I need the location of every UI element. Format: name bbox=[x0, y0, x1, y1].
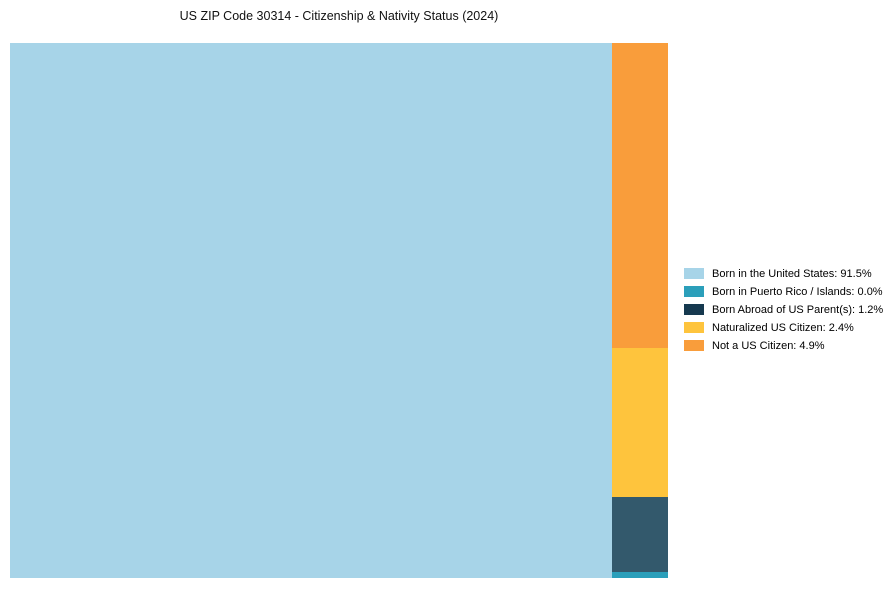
legend-item: Born in Puerto Rico / Islands: 0.0% bbox=[684, 285, 883, 298]
legend-swatch bbox=[684, 322, 704, 333]
legend-label: Born Abroad of US Parent(s): 1.2% bbox=[712, 303, 884, 316]
legend: Born in the United States: 91.5% Born in … bbox=[684, 267, 884, 352]
legend-item: Naturalized US Citizen: 2.4% bbox=[684, 321, 883, 334]
treemap-segment bbox=[612, 497, 668, 572]
legend-swatch bbox=[684, 268, 704, 279]
legend-label: Born in Puerto Rico / Islands: 0.0% bbox=[712, 285, 883, 298]
legend-label: Not a US Citizen: 4.9% bbox=[712, 339, 825, 352]
legend-item: Not a US Citizen: 4.9% bbox=[684, 339, 883, 352]
legend-item: Born in the United States: 91.5% bbox=[684, 267, 883, 280]
treemap-segment bbox=[612, 43, 668, 348]
treemap-segment bbox=[612, 347, 668, 498]
legend-label: Born in the United States: 91.5% bbox=[712, 267, 872, 280]
legend-item: Born Abroad of US Parent(s): 1.2% bbox=[684, 303, 884, 316]
treemap-plot bbox=[10, 43, 668, 578]
treemap-segment bbox=[612, 572, 668, 578]
treemap-side-column bbox=[612, 43, 668, 578]
legend-swatch bbox=[684, 340, 704, 351]
legend-swatch bbox=[684, 304, 704, 315]
legend-swatch bbox=[684, 286, 704, 297]
chart-title: US ZIP Code 30314 - Citizenship & Nativi… bbox=[179, 9, 499, 23]
treemap-segment-born-in-us bbox=[10, 43, 613, 578]
legend-label: Naturalized US Citizen: 2.4% bbox=[712, 321, 854, 334]
